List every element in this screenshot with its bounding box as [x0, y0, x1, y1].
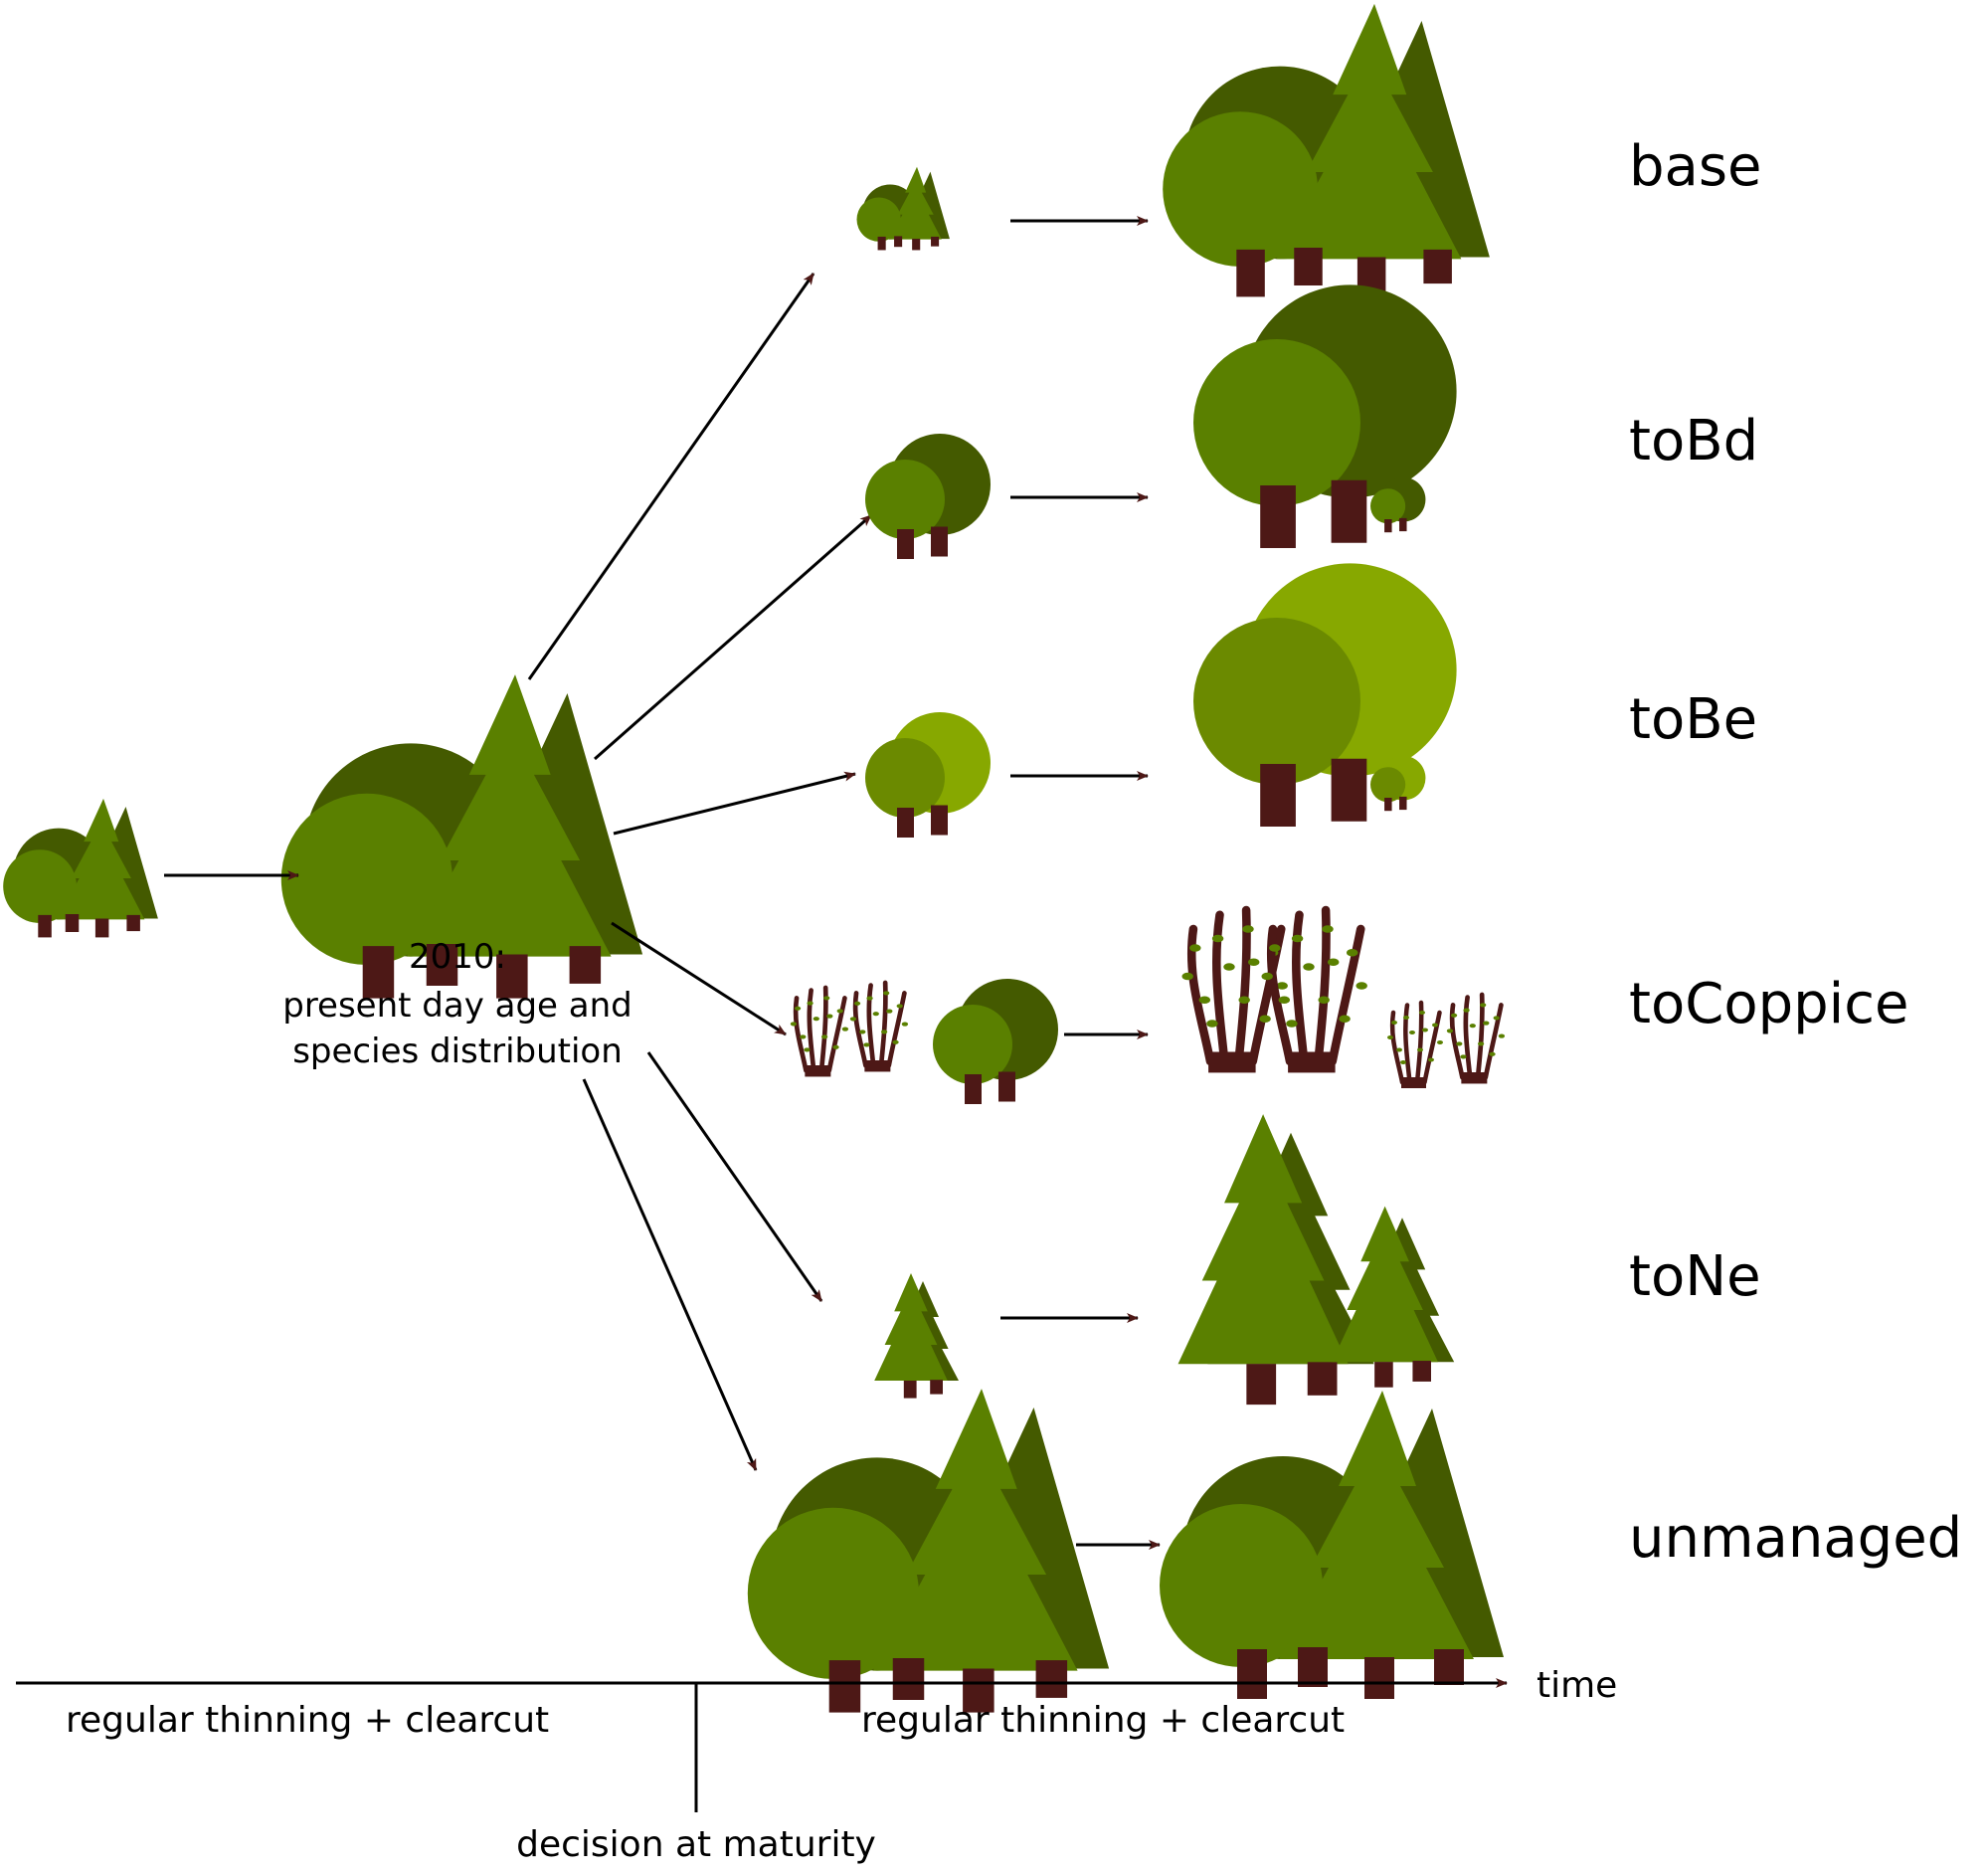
- coppice-icon: [1447, 995, 1505, 1083]
- coppice-icon: [1387, 1003, 1443, 1088]
- beech-stand-icon: [865, 712, 991, 838]
- scenario-label-toBe: toBe: [1629, 687, 1757, 752]
- scenario-label-toBd: toBd: [1629, 409, 1758, 473]
- scenario-label-toCoppice: toCoppice: [1629, 972, 1908, 1036]
- start-note-line3: species distribution: [292, 1031, 623, 1071]
- decision-label: decision at maturity: [516, 1824, 876, 1865]
- arrow: [594, 513, 872, 761]
- arrow: [613, 771, 856, 836]
- start-note-line2: present day age and: [282, 986, 633, 1026]
- arrow: [646, 1051, 823, 1302]
- mixed-stand-icon: [3, 798, 158, 938]
- scenario-label-toNe: toNe: [1629, 1244, 1761, 1309]
- broadleaf-stand-icon: [865, 434, 991, 559]
- phase-label-before: regular thinning + clearcut: [66, 1700, 549, 1741]
- coppice-icon: [850, 983, 908, 1071]
- start-note-line1: 2010:: [409, 937, 506, 977]
- mixed-stand-icon: [856, 166, 950, 251]
- conifer-stand-icon: [1332, 1206, 1455, 1388]
- arrow: [611, 921, 787, 1036]
- conifer-stand-icon: [874, 1273, 959, 1399]
- mixed-stand-icon: [747, 1389, 1110, 1713]
- phase-label-after: regular thinning + clearcut: [861, 1700, 1345, 1741]
- coppice-icon: [791, 988, 848, 1076]
- time-axis-label: time: [1536, 1665, 1617, 1706]
- scenario-label-base: base: [1629, 134, 1762, 199]
- arrow: [527, 273, 815, 680]
- scenario-label-unmanaged: unmanaged: [1629, 1506, 1962, 1571]
- arrow: [582, 1078, 758, 1471]
- broadleaf-stand-icon: [933, 979, 1058, 1104]
- mixed-stand-icon: [1163, 3, 1490, 297]
- mixed-stand-icon: [1160, 1391, 1504, 1699]
